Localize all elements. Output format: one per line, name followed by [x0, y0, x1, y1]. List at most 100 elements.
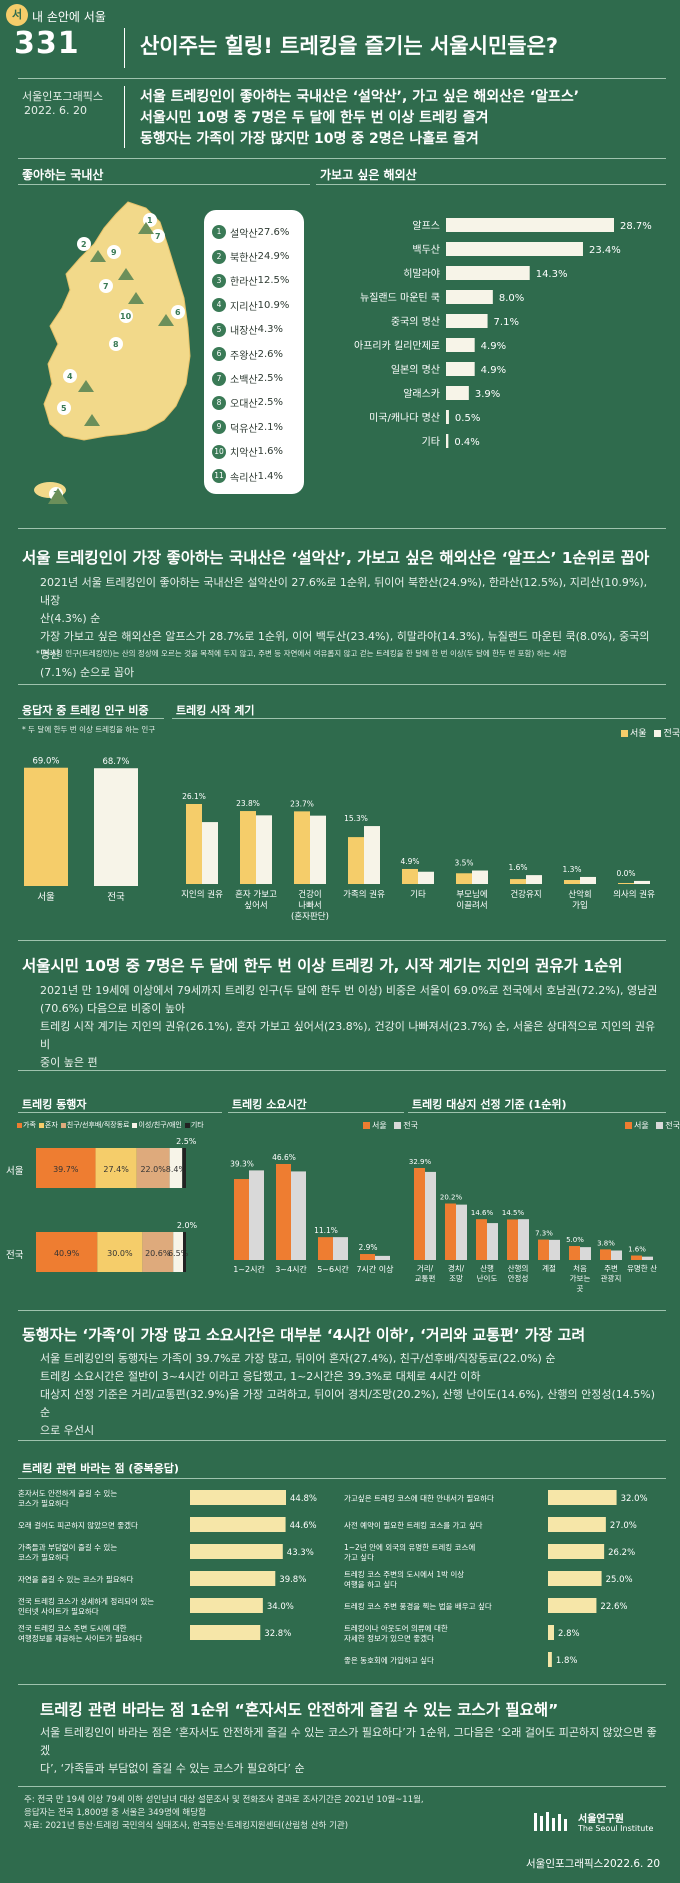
summary-line-2: 서울시민 10명 중 7명은 두 달에 한두 번 이상 트레킹 즐겨	[140, 110, 489, 126]
companion-title: 트레킹 동행자	[22, 1098, 87, 1111]
rank-badge: 11	[212, 469, 226, 484]
mountain-value: 2.5%	[257, 397, 284, 409]
bar-value-label: 11.1%	[314, 1226, 338, 1235]
legend-label-national: 전국	[665, 1121, 680, 1130]
section3-para-line: 서울 트레킹인의 동행자는 가족이 39.7%로 가장 많고, 뒤이어 혼자(2…	[40, 1352, 556, 1365]
footer-note-line: 응답자는 전국 1,800명 중 서울은 349명에 해당함	[24, 1808, 206, 1818]
segment-value-label: 2.5%	[176, 1137, 197, 1146]
mountain-icon	[118, 268, 134, 280]
bar-national	[634, 880, 650, 884]
time-title-rule	[228, 1112, 404, 1113]
bar	[190, 1571, 276, 1586]
section4-para-line: 서울 트레킹인이 바라는 점은 ‘혼자서도 안전하게 즐길 수 있는 코스가 필…	[40, 1726, 657, 1757]
bar	[548, 1598, 597, 1613]
bar-national	[425, 1171, 436, 1260]
bar-category-label: 7시간 이상	[356, 1264, 394, 1274]
legend-label: 가족	[23, 1121, 36, 1129]
stacked-segment	[142, 1232, 174, 1272]
rank-badge: 1	[212, 225, 226, 240]
summary-divider	[124, 86, 125, 148]
bar-value-label: 44.6%	[290, 1521, 317, 1531]
bar-category-label: 관광지	[601, 1273, 622, 1283]
summary-line-3: 동행자는 가족이 가장 많지만 10명 중 2명은 나홀로 즐겨	[140, 131, 479, 147]
bar	[190, 1625, 261, 1640]
bar-national	[418, 871, 434, 884]
list-item: 6 주왕산 2.6%	[212, 342, 289, 366]
wish-label: 코스가 필요하다	[18, 1552, 69, 1562]
bar	[446, 410, 449, 424]
wish-label: 전국 트레킹 코스 주변 도시에 대한	[18, 1623, 127, 1633]
legend-label-seoul: 서울	[634, 1121, 649, 1130]
bar	[446, 314, 488, 328]
mountain-name: 주왕산	[230, 350, 258, 362]
section1-para-line: 2021년 서울 트레킹인이 좋아하는 국내산은 설악산이 27.6%로 1순위…	[40, 576, 648, 607]
legend-swatch-national	[654, 730, 662, 737]
bar-category-label: 싶어서	[244, 900, 267, 911]
rank-badge: 2	[212, 249, 226, 264]
bar	[190, 1544, 283, 1559]
section3-rule	[18, 1310, 666, 1311]
bar-national	[310, 815, 326, 884]
bar-seoul	[600, 1249, 611, 1260]
bar-category-label: 난이도	[477, 1273, 498, 1283]
list-item: 11 속리산 1.4%	[212, 464, 289, 488]
list-item: 1 설악산 27.6%	[212, 220, 289, 244]
bar-category-label: 교통편	[415, 1273, 436, 1283]
mountain-value: 10.9%	[257, 299, 290, 311]
bar-category-label: 계절	[542, 1263, 556, 1273]
overseas-chart: 알프스 28.7% 백두산 23.4% 히말라야 14.3% 뉴질랜드 마운틴 쿡 8.0% 중…	[354, 218, 652, 448]
companion-chart: 서울 39.7% 27.4% 22.0% 8.4% 2.5% 전국 40.9% 30.0% 20.…	[6, 1137, 198, 1272]
bar	[24, 767, 68, 886]
section4-headline: 트레킹 관련 바라는 점 1순위 “혼자서도 안전하게 즐길 수 있는 코스가 …	[40, 1701, 559, 1719]
wish-label: 오래 걸어도 피곤하지 않았으면 좋겠다	[18, 1520, 138, 1530]
bar-seoul	[414, 1168, 425, 1260]
legend-label-seoul: 서울	[372, 1121, 387, 1130]
section2-para-line: (70.6%) 다음으로 비중이 높아	[40, 1002, 186, 1015]
mountain-icon	[138, 222, 154, 234]
bar-national	[642, 1256, 653, 1260]
bar-category-label: 뉴질랜드 마운틴 쿡	[360, 292, 440, 304]
bar-value-label: 3.9%	[475, 389, 500, 400]
time-chart: 39.3% 1~2시간 46.6% 3~4시간 11.1% 5~6시간 2.9% 7시간 이상	[230, 1153, 394, 1274]
org-name-ko: 서울연구원	[578, 1814, 624, 1825]
rank-badge: 8	[212, 395, 226, 410]
section2-para-line: 중이 높은 편	[40, 1056, 98, 1069]
mountain-value: 2.1%	[257, 421, 284, 433]
wish-label: 전국 트레킹 코스가 상세하게 정리되어 있는	[18, 1596, 154, 1606]
bar-category-label: 미국/캐나다 명산	[369, 412, 440, 424]
motive-legend: 서울 전국	[616, 726, 680, 739]
bar-national	[256, 815, 272, 884]
rank-badge: 4	[212, 298, 226, 313]
list-item: 7 소백산 2.5%	[212, 366, 289, 390]
bar-category-label: 산행의	[508, 1263, 529, 1273]
map-marker-8: 8	[113, 340, 119, 349]
bar-value-label: 4.9%	[400, 857, 419, 866]
mountain-icon	[48, 488, 68, 504]
segment-value-label: 40.9%	[54, 1249, 80, 1258]
mountain-name: 소백산	[230, 375, 258, 387]
bar-value-label: 46.6%	[272, 1153, 296, 1162]
legend-swatch-seoul	[621, 730, 628, 737]
mountain-icon	[90, 250, 106, 262]
mountain-value: 4.3%	[257, 324, 284, 336]
bar-category-label: 백두산	[412, 244, 440, 256]
bar-value-label: 25.0%	[606, 1575, 633, 1585]
segment-value-label: 6.5%	[168, 1249, 189, 1258]
bar-category-label: 의사의 권유	[613, 889, 655, 900]
page-title: 산이주는 힐링! 트레킹을 즐기는 서울시민들은?	[140, 34, 559, 58]
wish-label: 혼자서도 안전하게 즐길 수 있는	[18, 1488, 117, 1498]
bar-category-label: 처음	[573, 1264, 587, 1273]
segment-value-label: 39.7%	[53, 1165, 79, 1174]
legend-label-national: 전국	[663, 729, 680, 739]
segment-value-label: 20.6%	[145, 1249, 171, 1258]
org-name-en: The Seoul Institute	[578, 1824, 654, 1833]
bar-category-label: 기타	[422, 436, 440, 448]
wish-label: 가족들과 부담없이 즐길 수 있는	[18, 1542, 117, 1552]
bar-value-label: 4.9%	[481, 341, 506, 352]
bar-category-label: 서울	[6, 1166, 24, 1177]
bar-seoul	[569, 1246, 580, 1260]
bar-national	[202, 822, 218, 884]
map-marker-11: 7	[103, 282, 109, 291]
rank-badge: 7	[212, 371, 226, 386]
bar	[190, 1517, 286, 1532]
